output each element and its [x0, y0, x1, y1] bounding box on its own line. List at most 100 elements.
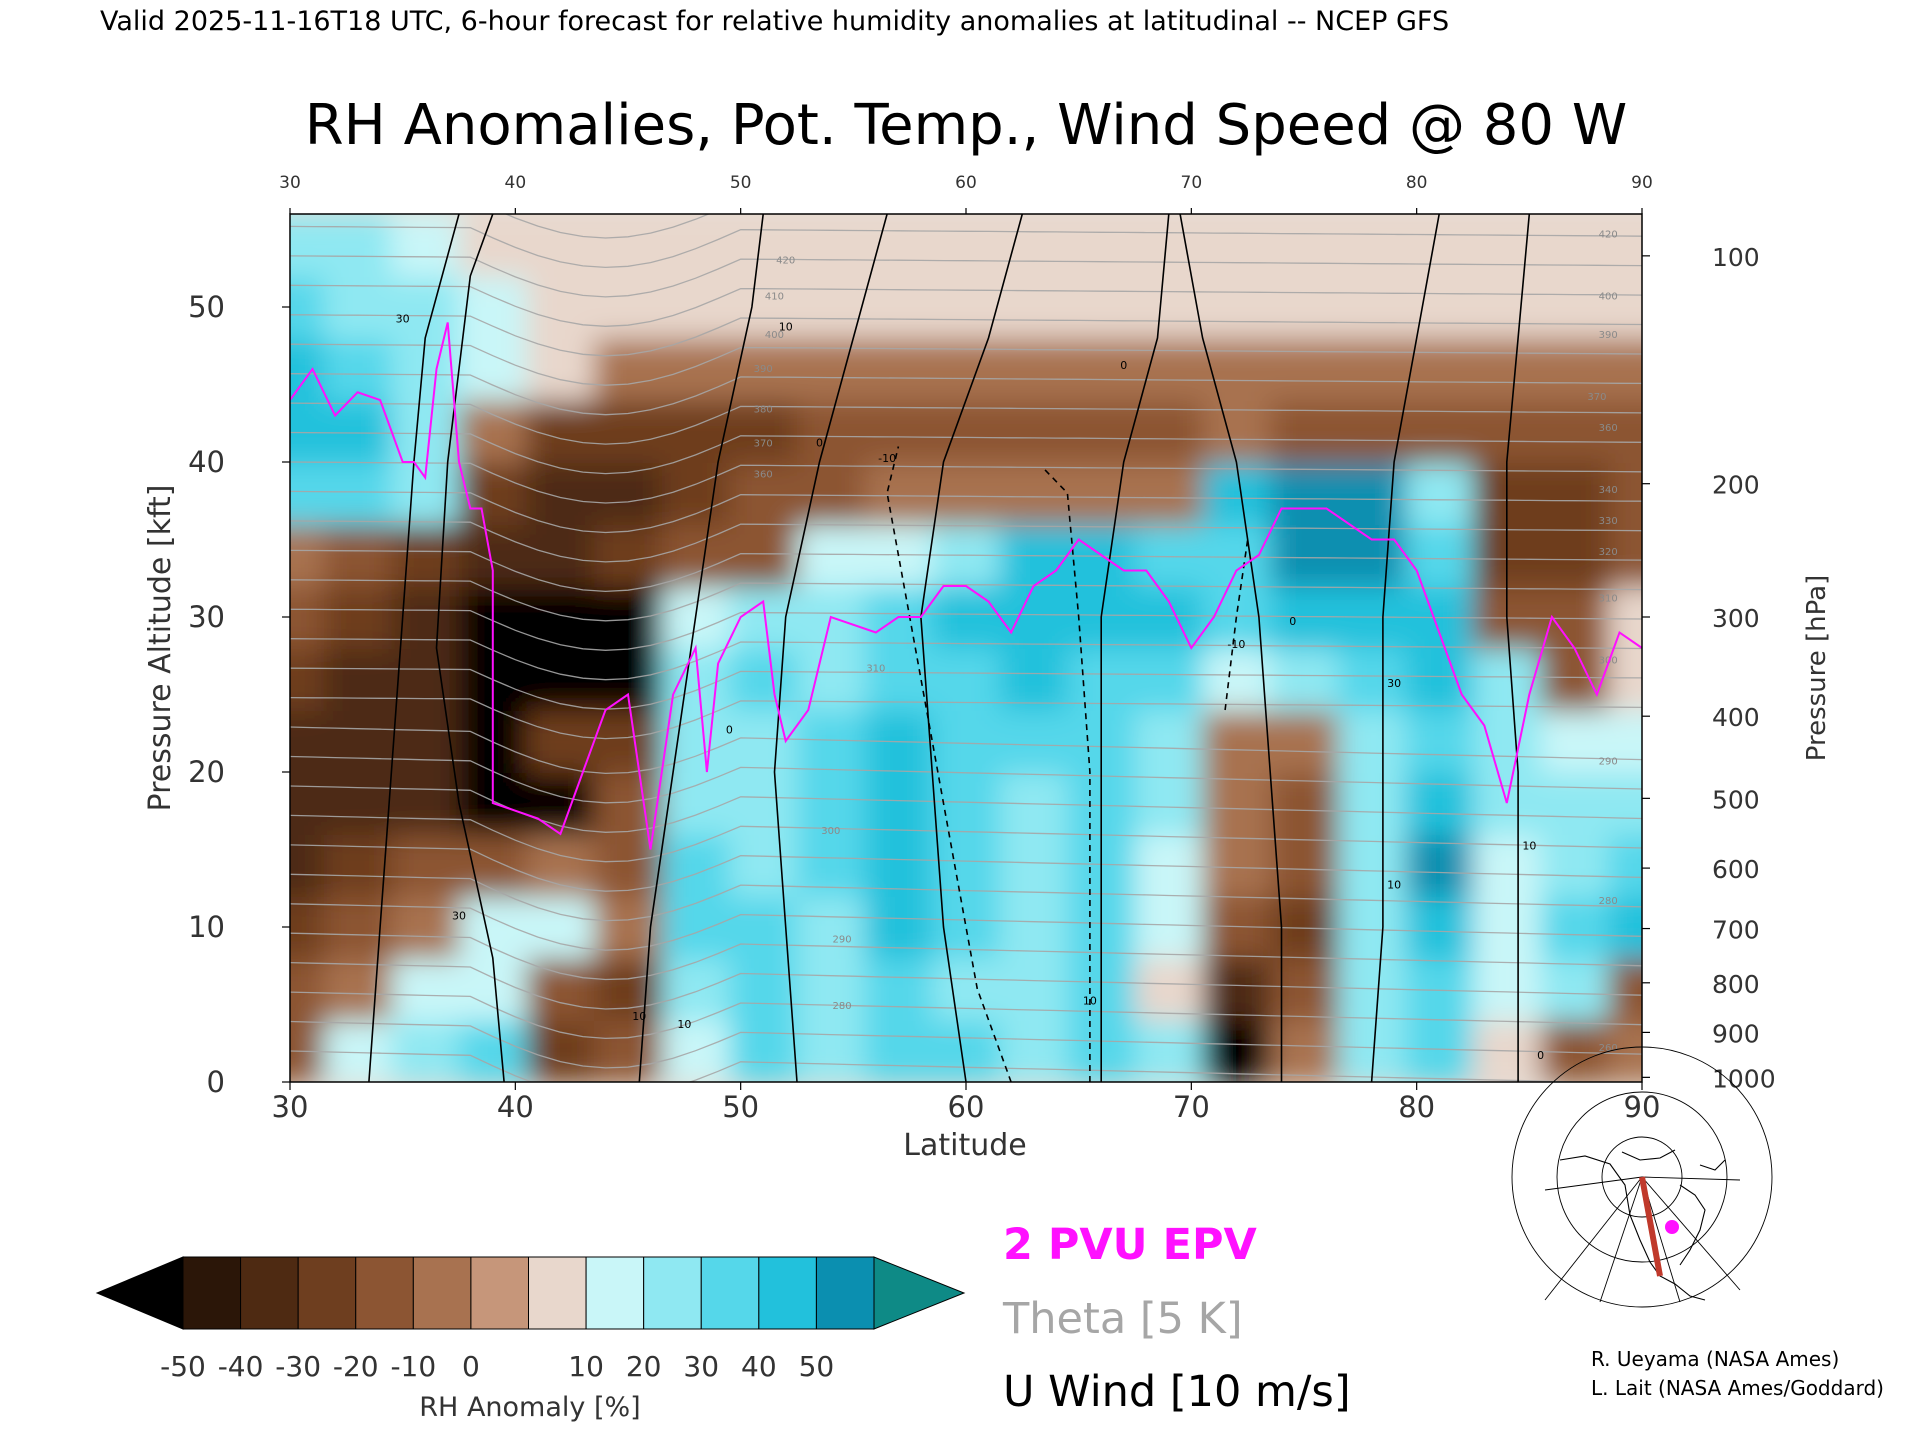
u-wind-label: -10 — [878, 452, 896, 465]
y-axis-label: Pressure Altitude [kft] — [143, 485, 178, 812]
rh-cell — [1270, 524, 1339, 587]
rh-cell — [526, 338, 596, 401]
rh-cell — [323, 648, 393, 711]
rh-cell — [1270, 586, 1339, 649]
rh-cell — [594, 462, 663, 525]
rh-cell — [290, 710, 325, 773]
colorbar-tick-label: -30 — [275, 1350, 321, 1383]
rh-anomaly-field — [290, 214, 1642, 1082]
rh-cell — [1202, 524, 1272, 587]
rh-cell — [999, 400, 1069, 463]
theta-label: 290 — [1599, 756, 1618, 767]
theta-line — [290, 991, 1642, 1040]
pressure-tick-label: 700 — [1712, 916, 1760, 945]
rh-cell — [594, 524, 663, 587]
colorbar-swatch — [643, 1256, 702, 1330]
u-wind-label: 10 — [779, 320, 793, 333]
theta-line — [290, 961, 1642, 1010]
rh-cell — [932, 834, 1001, 897]
x-top-tick-label: 40 — [505, 173, 527, 193]
u-wind-label: 10 — [677, 1018, 691, 1031]
rh-cell — [932, 710, 1001, 773]
u-wind-label: 30 — [1387, 677, 1401, 690]
u-wind-label: 0 — [816, 437, 823, 450]
rh-cell — [729, 338, 798, 401]
x-top-tick-label: 50 — [730, 173, 752, 193]
rh-cell — [661, 772, 731, 835]
rh-cell — [1540, 276, 1610, 339]
colorbar-swatch — [470, 1256, 529, 1330]
rh-cell — [391, 338, 460, 401]
u-wind-line — [773, 214, 888, 1082]
y2-axis-label: Pressure [hPa] — [1802, 575, 1832, 762]
theta-line — [290, 667, 1642, 710]
rh-cell — [1270, 834, 1339, 897]
colorbar-tick-label: -50 — [160, 1350, 206, 1383]
rh-cell — [526, 276, 596, 339]
rh-cell — [729, 958, 798, 1021]
rh-cell — [1608, 648, 1642, 711]
rh-cell — [661, 400, 731, 463]
theta-label: 260 — [1599, 1043, 1618, 1054]
rh-cell — [290, 400, 325, 463]
rh-cell — [1608, 1020, 1642, 1082]
theta-line — [290, 1050, 1604, 1082]
rh-cell — [526, 834, 596, 897]
rh-cell — [864, 772, 934, 835]
u-wind-line — [1370, 214, 1440, 1082]
u-wind-label: 10 — [1387, 878, 1401, 891]
y-tick-label: 30 — [188, 600, 225, 634]
theta-label: 390 — [754, 364, 773, 375]
rh-cell — [1608, 214, 1642, 277]
rh-cell — [729, 400, 798, 463]
theta-line — [290, 579, 1642, 622]
u-wind-label: 30 — [452, 909, 466, 922]
colorbar-tick-label: -10 — [390, 1350, 436, 1383]
rh-cell — [459, 834, 528, 897]
colorbar-over-arrow — [873, 1256, 966, 1330]
rh-cell — [526, 772, 596, 835]
rh-cell — [594, 834, 663, 897]
rh-cell — [864, 338, 934, 401]
rh-cell — [1405, 276, 1474, 339]
rh-cell — [1405, 896, 1474, 959]
rh-cell — [1473, 772, 1542, 835]
rh-cell — [797, 710, 866, 773]
rh-cell — [1135, 462, 1204, 525]
colorbar-tick-label: 30 — [683, 1350, 719, 1383]
rh-cell — [1473, 214, 1542, 277]
rh-cell — [1202, 834, 1272, 897]
rh-cell — [729, 834, 798, 897]
rh-cell — [1405, 400, 1474, 463]
rh-cell — [661, 462, 731, 525]
rh-cell — [797, 648, 866, 711]
rh-cell — [999, 958, 1069, 1021]
u-wind-label: 10 — [1083, 995, 1097, 1008]
theta-line — [290, 520, 1642, 563]
theta-label: 370 — [754, 439, 773, 450]
rh-cell — [1540, 338, 1610, 401]
rh-cell — [1202, 338, 1272, 401]
rh-cell — [999, 896, 1069, 959]
rh-cell — [594, 710, 663, 773]
rh-cell — [526, 586, 596, 649]
rh-cell — [323, 214, 393, 277]
rh-cell — [999, 214, 1069, 277]
rh-cell — [323, 710, 393, 773]
rh-cell — [1202, 648, 1272, 711]
rh-cell — [729, 710, 798, 773]
theta-label: 360 — [1599, 423, 1618, 434]
colorbar-tick-label: -40 — [218, 1350, 264, 1383]
rh-cell — [661, 958, 731, 1021]
rh-cell — [1135, 338, 1204, 401]
x-top-tick-label: 90 — [1631, 173, 1653, 193]
theta-line — [290, 373, 1642, 416]
colorbar-tick-label: 10 — [568, 1350, 604, 1383]
legend-theta: Theta [5 K] — [1002, 1294, 1243, 1344]
theta-line — [290, 255, 1642, 298]
rh-cell — [864, 1020, 934, 1082]
rh-cell — [1540, 648, 1610, 711]
theta-label: 320 — [1599, 547, 1618, 558]
rh-cell — [594, 400, 663, 463]
